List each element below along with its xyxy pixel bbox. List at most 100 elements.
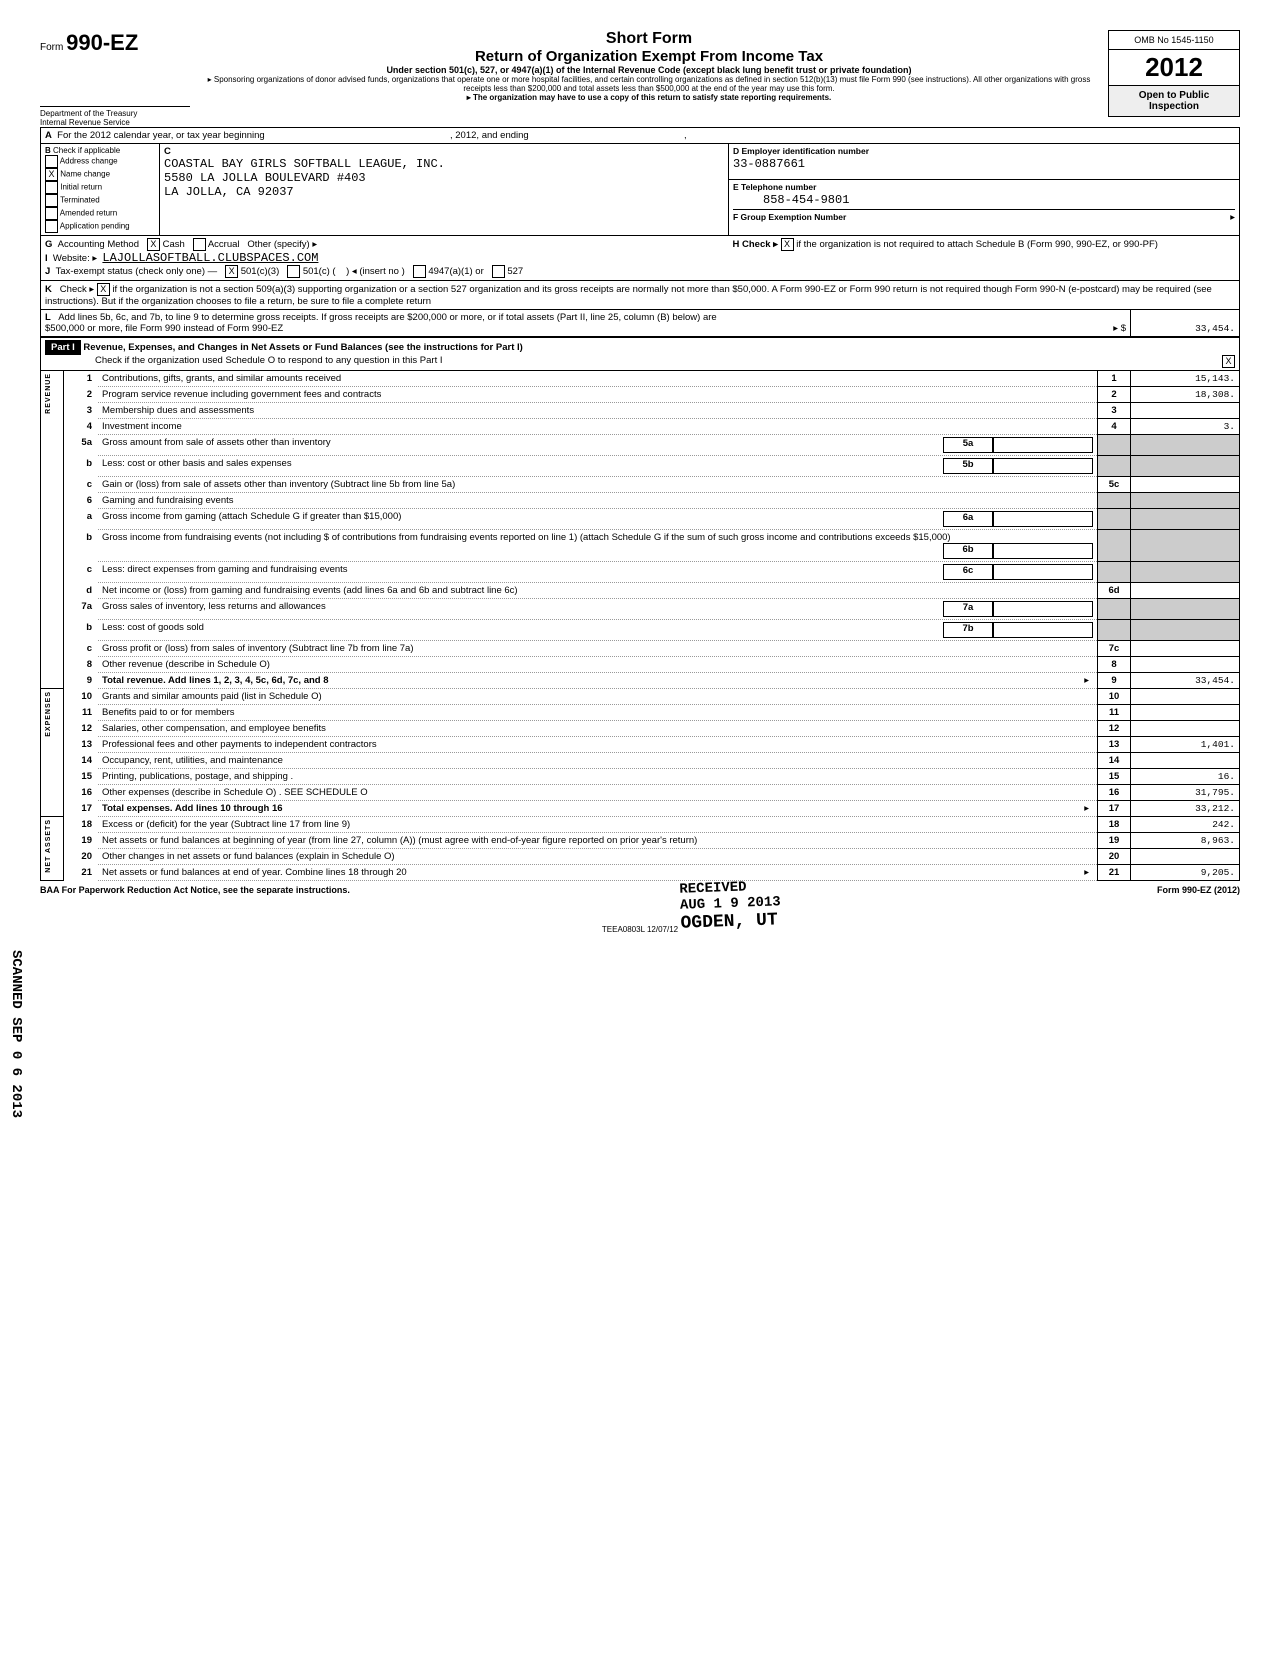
part1-line: 5aGross amount from sale of assets other… (41, 435, 1240, 456)
form-header: Form 990-EZ Department of the Treasury I… (40, 30, 1240, 127)
footer-right: Form 990-EZ (2012) (1157, 885, 1240, 895)
part1-line: bLess: cost or other basis and sales exp… (41, 456, 1240, 477)
dept-treasury: Department of the Treasury (40, 106, 190, 118)
part1-line: aGross income from gaming (attach Schedu… (41, 509, 1240, 530)
form-prefix: Form (40, 42, 63, 53)
part1-line: cLess: direct expenses from gaming and f… (41, 562, 1240, 583)
e-label: E Telephone number (733, 182, 816, 192)
k-label: K (45, 284, 52, 295)
k-checkbox[interactable]: X (97, 283, 110, 296)
j-insert: ) ◂ (insert no ) (346, 266, 405, 277)
open-inspection: Open to Public Inspection (1109, 85, 1239, 116)
part1-line: 14Occupancy, rent, utilities, and mainte… (41, 753, 1240, 769)
part1-line: 9Total revenue. Add lines 1, 2, 3, 4, 5c… (41, 673, 1240, 689)
footer-left: BAA For Paperwork Reduction Act Notice, … (40, 885, 350, 895)
j-527: 527 (507, 266, 523, 277)
b-opt-checkbox[interactable] (45, 181, 58, 194)
k-check: Check ▸ (60, 284, 94, 295)
part1-line: 16Other expenses (describe in Schedule O… (41, 785, 1240, 801)
h-checkbox[interactable]: X (781, 238, 794, 251)
part1-table: Part I Revenue, Expenses, and Changes in… (40, 337, 1240, 881)
tax-year: 2012 (1109, 50, 1239, 85)
part1-line: 15Printing, publications, postage, and s… (41, 769, 1240, 785)
part1-line: bGross income from fundraising events (n… (41, 530, 1240, 562)
part1-line: 2Program service revenue including gover… (41, 387, 1240, 403)
g-cash: Cash (163, 239, 185, 250)
form-footer: BAA For Paperwork Reduction Act Notice, … (40, 885, 1240, 895)
part1-line: 12Salaries, other compensation, and empl… (41, 721, 1240, 737)
b-opt-checkbox[interactable] (45, 207, 58, 220)
g-accrual: Accrual (208, 239, 240, 250)
received-loc: OGDEN, UT (680, 910, 778, 933)
accrual-checkbox[interactable] (193, 238, 206, 251)
cash-checkbox[interactable]: X (147, 238, 160, 251)
b-opt-checkbox[interactable] (45, 155, 58, 168)
part1-line: 3Membership dues and assessments3 (41, 403, 1240, 419)
part1-line: 4Investment income43. (41, 419, 1240, 435)
h-text: if the organization is not required to a… (796, 239, 1158, 250)
b-option: Application pending (45, 220, 155, 233)
omb-number: OMB No 1545-1150 (1109, 31, 1239, 50)
part1-line: REVENUE1Contributions, gifts, grants, an… (41, 371, 1240, 387)
527-checkbox[interactable] (492, 265, 505, 278)
title-main: Return of Organization Exempt From Incom… (200, 48, 1098, 65)
501c3-checkbox[interactable]: X (225, 265, 238, 278)
part1-line: cGross profit or (loss) from sales of in… (41, 641, 1240, 657)
part1-line: NET ASSETS18Excess or (deficit) for the … (41, 817, 1240, 833)
l-value: 33,454. (1131, 310, 1240, 337)
l-arrow: ▸ $ (729, 310, 1131, 337)
b-option: Address change (45, 155, 155, 168)
part1-line: 17Total expenses. Add lines 10 through 1… (41, 801, 1240, 817)
h-label: H Check ▸ (733, 239, 778, 250)
line-a-end: , (684, 130, 687, 141)
part1-line: 19Net assets or fund balances at beginni… (41, 833, 1240, 849)
dept-irs: Internal Revenue Service (40, 118, 190, 127)
b-option: Initial return (45, 181, 155, 194)
part1-line: 21Net assets or fund balances at end of … (41, 865, 1240, 881)
org-name: COASTAL BAY GIRLS SOFTBALL LEAGUE, INC. (164, 157, 445, 171)
header-info-table: A For the 2012 calendar year, or tax yea… (40, 127, 1240, 337)
part1-line: 6Gaming and fundraising events (41, 493, 1240, 509)
b-label: Check if applicable (53, 146, 120, 155)
sponsor-note: Sponsoring organizations of donor advise… (200, 75, 1098, 93)
received-stamp: RECEIVED AUG 1 9 2013 OGDEN, UT (679, 878, 782, 933)
i-label: Website: ▸ (53, 253, 97, 264)
part1-heading: Revenue, Expenses, and Changes in Net As… (83, 342, 522, 353)
d-label: D Employer identification number (733, 146, 869, 156)
ein: 33-0887661 (733, 157, 805, 171)
website: LAJOLLASOFTBALL.CLUBSPACES.COM (102, 251, 318, 265)
form-number: 990-EZ (66, 30, 138, 55)
c-label: C (164, 146, 171, 157)
b-opt-checkbox[interactable] (45, 220, 58, 233)
f-label: F Group Exemption Number (733, 212, 846, 222)
title-sub: Under section 501(c), 527, or 4947(a)(1)… (200, 65, 1098, 75)
k-rest: if the organization is not a section 509… (45, 284, 1212, 307)
title-short: Short Form (200, 30, 1098, 48)
l-label: L (45, 312, 51, 323)
part1-line: 13Professional fees and other payments t… (41, 737, 1240, 753)
j-501c: 501(c) ( (303, 266, 336, 277)
501c-checkbox[interactable] (287, 265, 300, 278)
b-opt-checkbox[interactable]: X (45, 168, 58, 181)
g-other: Other (specify) ▸ (247, 239, 317, 250)
org-addr1: 5580 LA JOLLA BOULEVARD #403 (164, 171, 366, 185)
part1-checkbox[interactable]: X (1222, 355, 1235, 368)
telephone: 858-454-9801 (733, 193, 849, 207)
satisfy-note: The organization may have to use a copy … (200, 93, 1098, 102)
j-4947: 4947(a)(1) or (428, 266, 483, 277)
b-option: Terminated (45, 194, 155, 207)
part1-line: 20Other changes in net assets or fund ba… (41, 849, 1240, 865)
part1-line: bLess: cost of goods sold 7b (41, 620, 1240, 641)
b-opt-checkbox[interactable] (45, 194, 58, 207)
part1-label: Part I (45, 340, 81, 355)
part1-line: dNet income or (loss) from gaming and fu… (41, 583, 1240, 599)
g-label: Accounting Method (58, 239, 139, 250)
l-text: Add lines 5b, 6c, and 7b, to line 9 to d… (45, 312, 717, 334)
part1-line: 7aGross sales of inventory, less returns… (41, 599, 1240, 620)
part1-line: 8Other revenue (describe in Schedule O)8 (41, 657, 1240, 673)
4947-checkbox[interactable] (413, 265, 426, 278)
b-option: X Name change (45, 168, 155, 181)
org-addr2: LA JOLLA, CA 92037 (164, 185, 294, 199)
part1-line: 11Benefits paid to or for members11 (41, 705, 1240, 721)
line-a-text: For the 2012 calendar year, or tax year … (57, 130, 265, 141)
